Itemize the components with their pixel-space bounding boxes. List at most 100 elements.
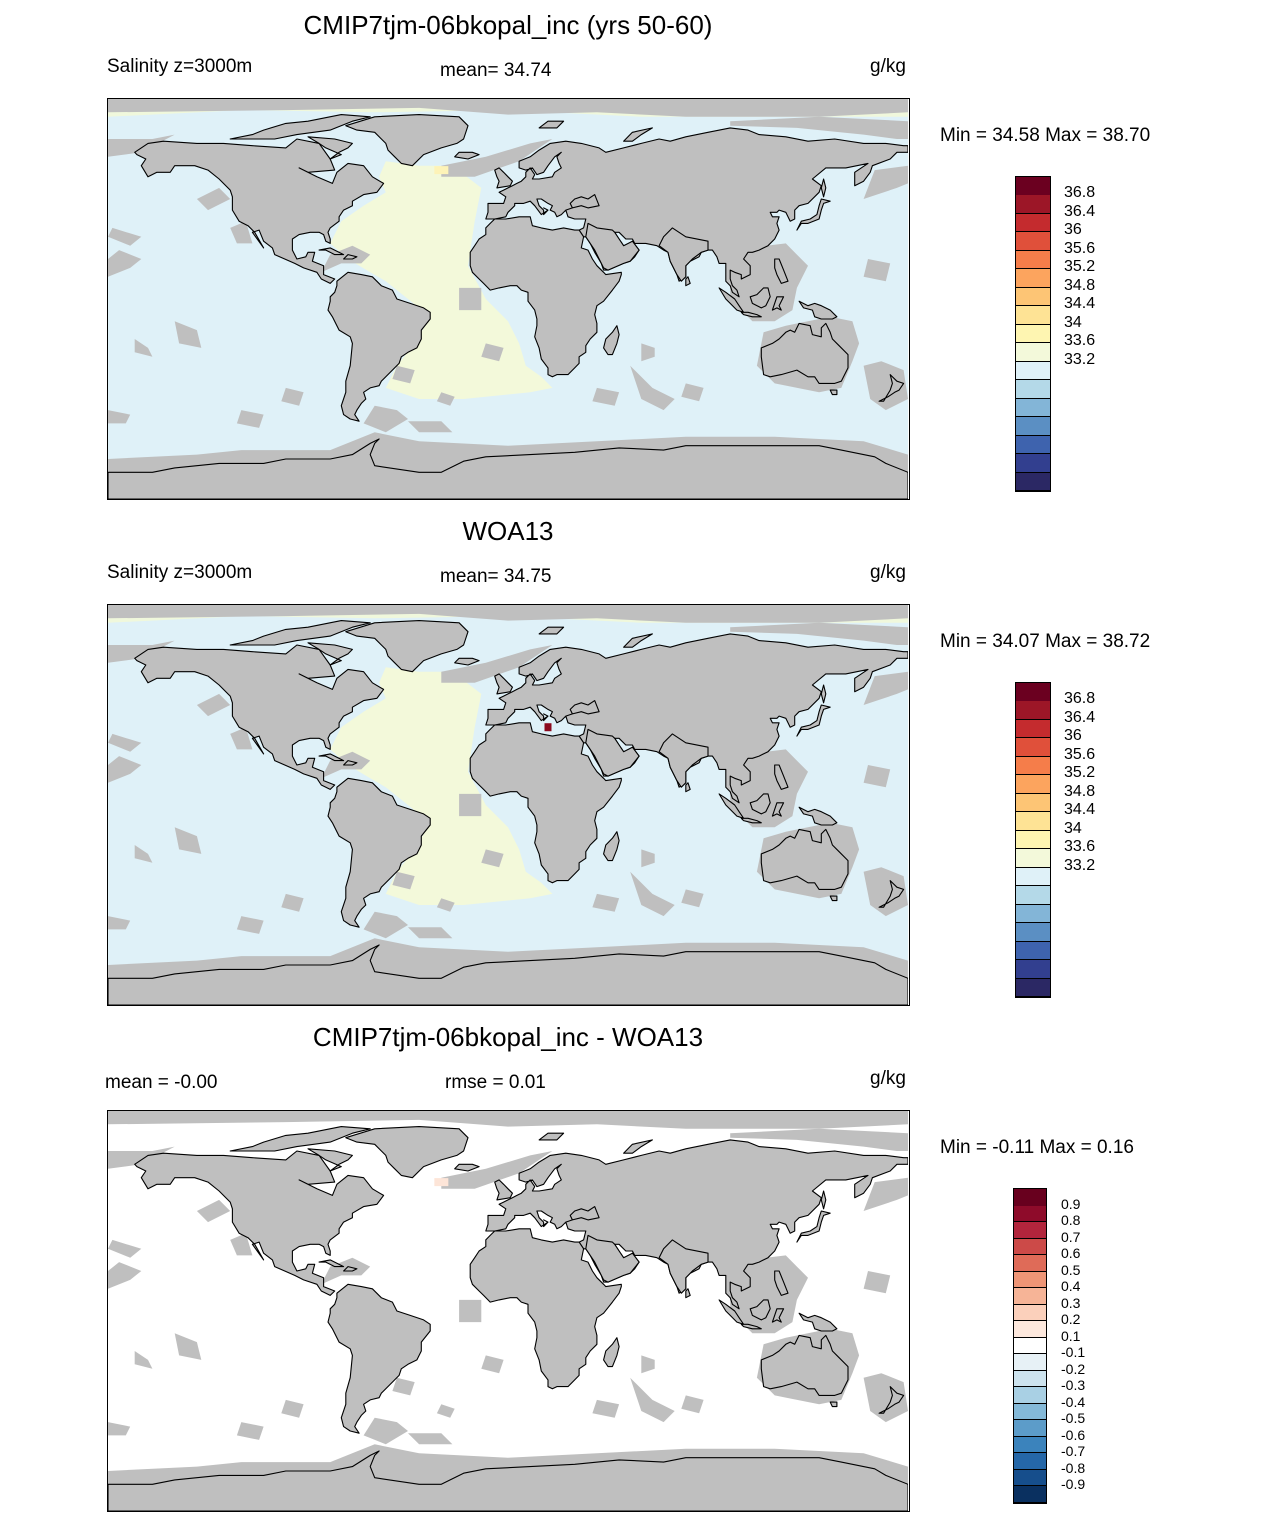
colorbar-tick-label: 35.6: [1064, 239, 1096, 257]
land-sri-lanka: [685, 276, 691, 287]
colorbar-tick-label: 0.3: [1061, 1294, 1081, 1311]
shallow-ocean-mask: [108, 410, 131, 424]
panel-2-colorbar: [1015, 682, 1051, 998]
land-cuba: [318, 247, 345, 256]
atlantic-water-mass: [330, 161, 553, 399]
colorbar-swatch: [1016, 472, 1050, 491]
colorbar-swatch: [1014, 1387, 1046, 1404]
shallow-ocean-mask: [134, 1351, 153, 1369]
colorbar-swatch: [1016, 849, 1050, 868]
colorbar-swatch: [1016, 701, 1050, 720]
land-java: [740, 311, 762, 318]
colorbar-swatch: [1016, 978, 1050, 997]
land-philippines: [774, 1270, 789, 1296]
colorbar-tick-label: 35.6: [1064, 745, 1096, 763]
shallow-ocean-mask: [108, 756, 142, 783]
colorbar-tick-label: -0.7: [1061, 1443, 1086, 1460]
land-sulawesi: [771, 802, 785, 817]
colorbar-swatch: [1014, 1370, 1046, 1388]
panel-2-map: [107, 604, 910, 1006]
shallow-ocean-mask: [108, 99, 908, 117]
land-south-america: [327, 1283, 431, 1434]
colorbar-tick-label: 0.5: [1061, 1261, 1081, 1278]
land-java: [740, 817, 762, 824]
land-novaya-zemlya: [623, 633, 653, 648]
land-sri-lanka: [685, 782, 691, 793]
colorbar-swatch: [1016, 775, 1050, 794]
land-arabia: [585, 1234, 640, 1283]
colorbar-tick-label: -0.1: [1061, 1344, 1086, 1361]
shallow-ocean-mask: [134, 845, 153, 863]
shallow-ocean-mask: [108, 134, 175, 157]
shallow-ocean-mask: [230, 727, 253, 750]
colorbar-swatch: [1014, 1304, 1046, 1322]
colorbar-swatch: [1016, 213, 1050, 233]
colorbar-swatch: [1016, 177, 1050, 196]
colorbar-tick-label: -0.2: [1061, 1360, 1086, 1377]
land-arabia: [585, 728, 640, 777]
panel-1-map: [107, 98, 910, 500]
land-greenland: [345, 1126, 469, 1179]
colorbar-tick-label: -0.8: [1061, 1459, 1086, 1476]
shallow-ocean-mask: [441, 139, 553, 177]
colorbar-swatch: [1016, 435, 1050, 455]
land-madagascar: [603, 1337, 620, 1368]
shallow-ocean-mask: [108, 1239, 142, 1258]
land-java: [740, 1323, 762, 1330]
panel-3-map: [107, 1110, 910, 1512]
colorbar-swatch: [1014, 1238, 1046, 1256]
shallow-ocean-mask: [108, 250, 142, 277]
land-new-zealand: [878, 880, 905, 908]
shallow-ocean-mask: [863, 765, 891, 788]
shallow-ocean-mask: [230, 221, 253, 244]
land-cuba: [318, 753, 345, 762]
colorbar-swatch: [1014, 1205, 1046, 1223]
land-baffin: [307, 642, 353, 666]
land-eurasia: [485, 127, 908, 298]
land-novaya-zemlya: [623, 1139, 653, 1154]
land-hispaniola: [343, 760, 358, 766]
shallow-ocean-mask: [134, 339, 153, 357]
colorbar-tick-label: 0.9: [1061, 1195, 1081, 1212]
shallow-ocean-mask: [281, 387, 304, 406]
land-antarctica: [108, 944, 908, 1005]
panel-2-variable-label: Salinity z=3000m: [107, 562, 253, 583]
shallow-ocean-mask: [630, 871, 675, 917]
colorbar-swatch: [1014, 1403, 1046, 1421]
land-africa: [469, 1228, 622, 1390]
land-tasmania: [829, 895, 838, 902]
shallow-ocean-mask: [863, 1177, 908, 1211]
world-map-svg: [108, 1111, 908, 1511]
land-kamchatka-sakhalin: [820, 1190, 827, 1210]
shallow-ocean-mask: [730, 116, 908, 139]
colorbar-swatch: [1014, 1288, 1046, 1305]
shallow-ocean-mask: [196, 1199, 231, 1223]
panel-3-mean-label: mean = -0.00: [105, 1072, 218, 1093]
land-africa: [469, 216, 622, 378]
colorbar-tick-label: 34.8: [1064, 276, 1096, 294]
colorbar-swatch: [1014, 1436, 1046, 1454]
colorbar-swatch: [1014, 1271, 1046, 1289]
shallow-ocean-mask: [863, 361, 908, 411]
shallow-ocean-mask: [108, 227, 142, 246]
shallow-ocean-mask: [108, 733, 142, 752]
colorbar-tick-label: 36.4: [1064, 708, 1096, 726]
atlantic-water-mass: [330, 667, 553, 905]
shallow-ocean-mask: [730, 622, 908, 645]
land-iceland: [454, 151, 480, 160]
shallow-ocean-mask: [863, 1271, 891, 1294]
shallow-ocean-mask: [108, 640, 175, 663]
colorbar-tick-label: 34.4: [1064, 801, 1096, 819]
land-philippines: [774, 764, 789, 790]
colorbar-swatch: [1016, 417, 1050, 436]
shallow-ocean-mask: [459, 287, 482, 311]
land-japan: [796, 198, 831, 231]
shallow-ocean-mask: [108, 1262, 142, 1289]
shallow-ocean-mask: [481, 849, 504, 868]
shallow-ocean-mask: [108, 916, 131, 930]
land-tasmania: [829, 389, 838, 396]
land-borneo: [749, 793, 771, 815]
shallow-ocean-mask: [730, 243, 808, 322]
land-greenland: [345, 620, 469, 673]
colorbar-tick-label: 0.2: [1061, 1311, 1081, 1328]
